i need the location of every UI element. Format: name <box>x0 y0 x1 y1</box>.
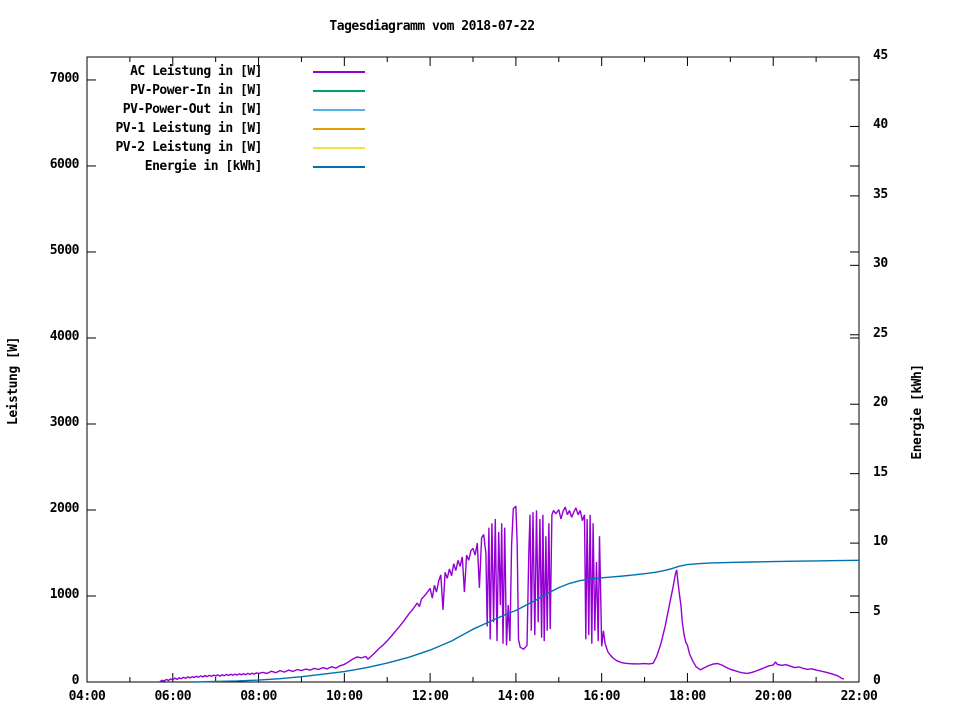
y-left-tick-label: 7000 <box>49 70 80 86</box>
x-tick-label: 08:00 <box>240 689 277 704</box>
x-tick-label: 12:00 <box>411 689 449 704</box>
y-right-tick-label: 20 <box>873 395 888 411</box>
legend-label: Energie in [kWh] <box>144 159 263 174</box>
y-left-tick-label: 2000 <box>49 500 80 516</box>
x-tick-label: 06:00 <box>154 689 192 704</box>
y-left-tick-label: 1000 <box>49 586 80 602</box>
y-right-tick-label: 45 <box>873 48 888 63</box>
y-left-tick-label: 3000 <box>49 414 80 430</box>
legend-label: PV-Power-In in [W] <box>130 83 262 98</box>
y-right-tick-label: 25 <box>873 325 888 341</box>
y-left-tick-label: 5000 <box>49 242 80 258</box>
x-tick-label: 20:00 <box>754 689 792 704</box>
y-right-tick-label: 10 <box>873 534 888 550</box>
y-left-tick-label: 6000 <box>49 156 80 172</box>
x-tick-label: 04:00 <box>68 689 106 704</box>
x-tick-label: 14:00 <box>497 689 535 704</box>
chart-title: Tagesdiagramm vom 2018-07-22 <box>329 19 535 34</box>
legend-line-sample <box>313 109 365 111</box>
legend-label: PV-Power-Out in [W] <box>122 102 263 117</box>
legend-line-sample <box>313 166 365 168</box>
y-right-tick-label: 35 <box>873 186 888 202</box>
y-left-tick-label: 0 <box>71 673 80 688</box>
legend-line-sample <box>313 128 365 130</box>
x-tick-label: 18:00 <box>669 689 706 704</box>
legend-label: AC Leistung in [W] <box>130 64 262 79</box>
legend-line-sample <box>313 71 365 73</box>
y-right-tick-label: 30 <box>873 256 888 272</box>
legend-line-sample <box>313 90 365 92</box>
y-right-tick-label: 15 <box>873 464 888 480</box>
series-line-5 <box>194 559 860 683</box>
y-right-tick-label: 5 <box>873 603 881 619</box>
x-tick-label: 22:00 <box>840 689 878 704</box>
y-right-tick-label: 0 <box>873 673 881 688</box>
y-right-tick-label: 40 <box>873 117 888 133</box>
legend-label: PV-2 Leistung in [W] <box>115 140 262 155</box>
x-tick-label: 10:00 <box>326 689 363 704</box>
x-tick-label: 16:00 <box>583 689 620 704</box>
series-line-0 <box>159 505 845 683</box>
y-left-tick-label: 4000 <box>49 328 80 344</box>
legend-label: PV-1 Leistung in [W] <box>115 121 262 136</box>
legend-line-sample <box>313 147 365 149</box>
